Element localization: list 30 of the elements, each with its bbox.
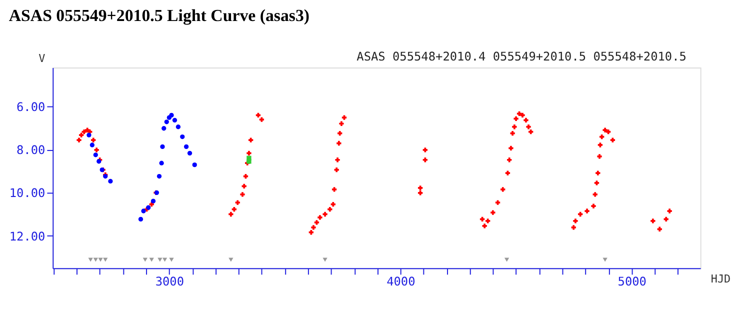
point bbox=[162, 126, 166, 131]
point bbox=[108, 178, 113, 184]
point bbox=[90, 142, 95, 148]
point bbox=[141, 208, 146, 214]
x-axis-title: HJD bbox=[710, 272, 731, 286]
chart-title: ASAS 055549+2010.5 Light Curve (asas3) bbox=[8, 6, 310, 25]
x-tick-label: 3000 bbox=[155, 274, 184, 289]
point bbox=[164, 120, 169, 124]
point bbox=[169, 112, 174, 118]
point bbox=[192, 162, 197, 168]
y-tick-label: 12.00 bbox=[9, 229, 46, 244]
chart-subtitle: ASAS 055548+2010.4 055549+2010.5 055548+2010.5 bbox=[356, 50, 686, 64]
y-axis-title: V bbox=[38, 52, 46, 66]
point bbox=[180, 134, 185, 140]
point bbox=[176, 124, 181, 130]
point bbox=[187, 150, 192, 156]
x-tick-label: 5000 bbox=[618, 274, 646, 289]
point bbox=[156, 174, 162, 179]
point bbox=[138, 216, 144, 222]
point bbox=[93, 152, 98, 158]
x-tick-label: 4000 bbox=[386, 274, 416, 289]
y-tick-label: 10.00 bbox=[9, 186, 46, 200]
y-tick-label: 6.00 bbox=[16, 100, 46, 114]
y-tick-label: 8.00 bbox=[16, 142, 46, 157]
point bbox=[159, 160, 164, 166]
point bbox=[160, 144, 165, 150]
point bbox=[86, 132, 92, 138]
point bbox=[184, 144, 189, 150]
point bbox=[150, 198, 156, 204]
point bbox=[172, 118, 178, 122]
